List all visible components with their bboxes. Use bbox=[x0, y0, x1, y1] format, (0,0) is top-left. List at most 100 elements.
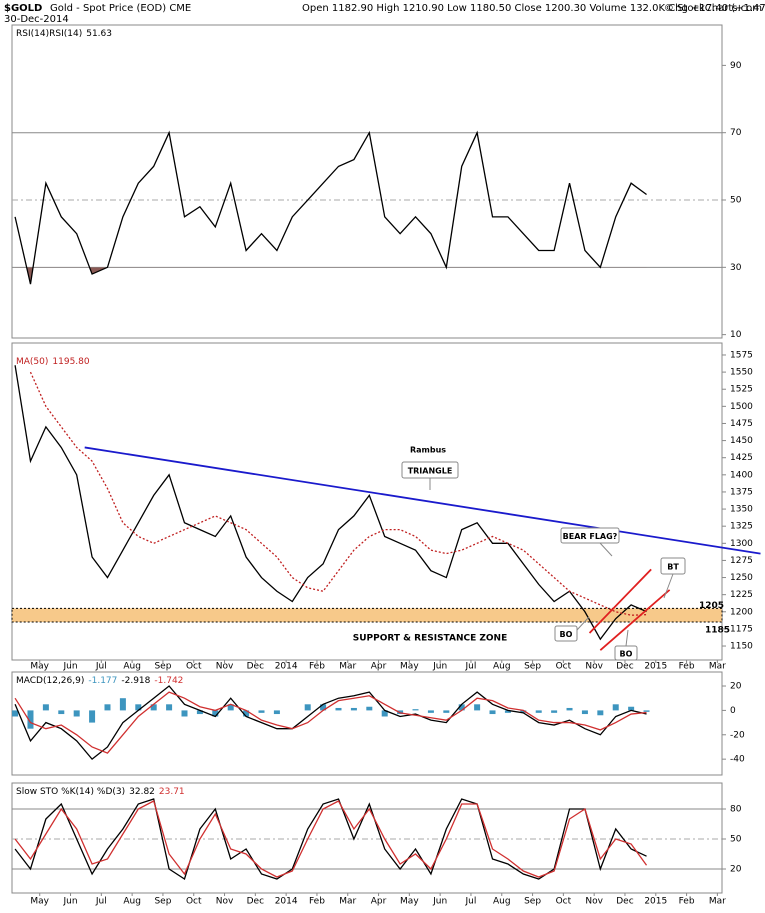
y-tick-label: 20 bbox=[730, 682, 742, 692]
legend: Slow STO %K(14) %D(3) 32.82 23.71 bbox=[16, 787, 185, 797]
y-tick-label: 1350 bbox=[730, 505, 753, 515]
panel-frame bbox=[11, 342, 723, 661]
legend-name: MA(50) bbox=[16, 357, 48, 367]
x-tick-label: Dec bbox=[247, 897, 264, 907]
x-tick-label: Jul bbox=[465, 897, 477, 907]
trendline bbox=[84, 446, 761, 555]
x-tick-label: Aug bbox=[493, 897, 511, 907]
y-tick-label: 0 bbox=[730, 706, 736, 716]
histogram-bar bbox=[258, 710, 265, 713]
y-tick-label: 80 bbox=[730, 805, 742, 815]
x-tick-label: Aug bbox=[123, 662, 141, 672]
histogram-bar bbox=[273, 710, 280, 715]
histogram-bar bbox=[12, 710, 19, 717]
legend: MA(50) 1195.80 bbox=[16, 357, 90, 367]
legend-title: Slow STO %K(14) %D(3) bbox=[16, 787, 125, 797]
y-tick-label: 1500 bbox=[730, 402, 753, 412]
histogram-bar bbox=[304, 704, 311, 711]
histogram-bar bbox=[489, 710, 496, 715]
legend-value: 1195.80 bbox=[52, 357, 89, 367]
histogram-bar bbox=[58, 710, 65, 715]
x-tick-label: Feb bbox=[309, 897, 325, 907]
x-tick-label: Oct bbox=[556, 897, 572, 907]
y-tick-label: 1150 bbox=[730, 642, 753, 652]
x-tick-label: Nov bbox=[585, 662, 603, 672]
legend: RSI(14)RSI(14) 51.63 bbox=[16, 29, 112, 39]
x-tick-label: Oct bbox=[186, 897, 202, 907]
x-tick-label: Jun bbox=[432, 897, 447, 907]
x-tick-label: 2015 bbox=[644, 662, 667, 672]
histogram-bar bbox=[135, 704, 142, 711]
histogram-bar bbox=[504, 710, 511, 713]
x-tick-label: Jun bbox=[62, 897, 77, 907]
histogram-bar bbox=[73, 710, 80, 717]
backtest-label: BT bbox=[667, 563, 679, 572]
series-line bbox=[14, 685, 647, 761]
histogram-bar bbox=[443, 710, 450, 713]
histogram-bar bbox=[628, 706, 635, 711]
histogram-bar bbox=[643, 710, 650, 712]
x-tick-label: May bbox=[400, 662, 419, 672]
y-tick-label: 1450 bbox=[730, 436, 753, 446]
y-tick-label: 1325 bbox=[730, 522, 753, 532]
date: 30-Dec-2014 bbox=[4, 14, 69, 25]
panel-frame bbox=[11, 782, 723, 894]
legend: MACD(12,26,9) -1.177 -2.918 -1.742 bbox=[16, 676, 183, 686]
breakout-label: BO bbox=[620, 650, 633, 659]
x-tick-label: Mar bbox=[339, 662, 356, 672]
x-tick-label: Apr bbox=[371, 897, 387, 907]
x-tick-label: Sep bbox=[524, 897, 541, 907]
histogram-bar bbox=[597, 710, 604, 716]
y-tick-label: 1300 bbox=[730, 539, 753, 549]
series-line bbox=[14, 691, 647, 754]
x-tick-label: Mar bbox=[709, 662, 726, 672]
histogram-bar bbox=[350, 707, 357, 711]
x-tick-label: Jun bbox=[432, 662, 447, 672]
legend-value: -1.742 bbox=[154, 676, 183, 686]
y-tick-label: 90 bbox=[730, 61, 742, 71]
y-tick-label: 50 bbox=[730, 196, 742, 206]
histogram-bar bbox=[181, 710, 188, 717]
histogram-bar bbox=[458, 704, 465, 711]
histogram-bar bbox=[89, 710, 96, 723]
x-tick-label: May bbox=[30, 897, 49, 907]
x-tick-label: Apr bbox=[371, 662, 387, 672]
y-tick-label: 50 bbox=[730, 835, 742, 845]
legend-value: 51.63 bbox=[86, 29, 112, 39]
x-tick-label: Nov bbox=[585, 897, 603, 907]
histogram-bar bbox=[566, 707, 573, 711]
x-tick-label: Sep bbox=[154, 897, 171, 907]
pointer bbox=[576, 616, 590, 631]
y-tick-label: -40 bbox=[730, 755, 745, 765]
x-tick-label: Nov bbox=[216, 662, 234, 672]
histogram-bar bbox=[427, 710, 434, 713]
author-label: Rambus bbox=[410, 446, 446, 455]
series-line bbox=[14, 365, 647, 641]
annotations: Rambus TRIANGLE BEAR FLAG? BT BO BO bbox=[401, 446, 686, 661]
y-tick-label: 1225 bbox=[730, 590, 753, 600]
breakout-label-box bbox=[554, 625, 578, 642]
histogram-bar bbox=[581, 710, 588, 715]
histogram-bar bbox=[196, 710, 203, 715]
histogram-bar bbox=[551, 710, 558, 713]
x-tick-label: Sep bbox=[524, 662, 541, 672]
histogram-bar bbox=[27, 710, 34, 729]
x-tick-label: Dec bbox=[247, 662, 264, 672]
histogram-bar bbox=[243, 710, 250, 717]
x-tick-label: Jun bbox=[62, 662, 77, 672]
series-line bbox=[14, 130, 647, 285]
x-tick-label: Feb bbox=[309, 662, 325, 672]
x-tick-label: Aug bbox=[123, 897, 141, 907]
y-tick-label: 1200 bbox=[730, 607, 753, 617]
histogram-bar bbox=[520, 710, 527, 713]
y-tick-label: 1275 bbox=[730, 556, 753, 566]
x-tick-label: Sep bbox=[154, 662, 171, 672]
pointer bbox=[663, 573, 674, 599]
x-tick-label: Mar bbox=[709, 897, 726, 907]
y-tick-label: 30 bbox=[730, 263, 742, 273]
legend-value: 23.71 bbox=[159, 787, 185, 797]
series-line bbox=[29, 371, 647, 616]
y-tick-label: 10 bbox=[730, 330, 742, 340]
